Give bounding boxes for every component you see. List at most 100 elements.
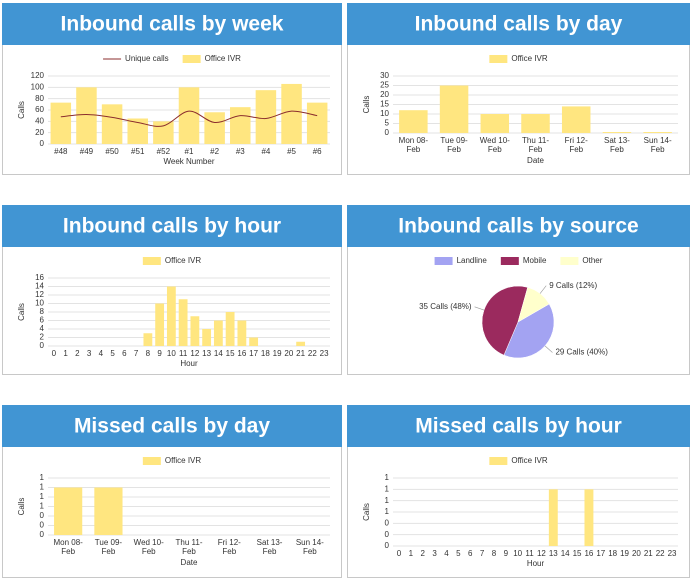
x-tick-line: Feb bbox=[569, 145, 583, 154]
bar bbox=[204, 112, 225, 144]
x-tick-label: 13 bbox=[549, 549, 558, 558]
x-tick-line: Mon 08- bbox=[399, 136, 429, 145]
panel-title: Inbound calls by source bbox=[398, 215, 638, 238]
panel-title: Inbound calls by week bbox=[61, 13, 284, 36]
x-tick-label: 14 bbox=[561, 549, 570, 558]
leader-line bbox=[474, 306, 485, 311]
x-tick-label: 4 bbox=[444, 549, 449, 558]
bar bbox=[439, 85, 469, 133]
legend-label: Unique calls bbox=[125, 54, 169, 63]
slice-label: 9 Calls (12%) bbox=[549, 281, 597, 290]
x-tick-label: 12 bbox=[190, 349, 199, 358]
x-tick-label: #50 bbox=[105, 147, 119, 156]
bar bbox=[602, 132, 632, 133]
x-tick-label: 10 bbox=[167, 349, 176, 358]
x-tick-label: #51 bbox=[131, 147, 145, 156]
panel-title: Missed calls by hour bbox=[415, 415, 622, 438]
x-tick-label: 11 bbox=[179, 349, 188, 358]
legend-label: Mobile bbox=[523, 256, 547, 265]
x-tick-label: #5 bbox=[287, 147, 296, 156]
x-tick-label: 9 bbox=[157, 349, 162, 358]
x-tick-label: 0 bbox=[52, 349, 57, 358]
bar bbox=[127, 118, 148, 144]
legend-swatch bbox=[489, 457, 508, 465]
legend-swatch bbox=[560, 257, 579, 265]
bar bbox=[230, 107, 251, 144]
x-tick-line: Wed 10- bbox=[480, 136, 510, 145]
x-tick-label: 19 bbox=[620, 549, 629, 558]
x-tick-line: Thu 11- bbox=[522, 136, 549, 145]
x-tick-label: 9 bbox=[504, 549, 509, 558]
x-axis-title: Hour bbox=[180, 359, 198, 368]
legend: Office IVR bbox=[142, 256, 201, 265]
x-tick-line: Feb bbox=[406, 145, 420, 154]
x-tick-label: Mon 08-Feb bbox=[53, 538, 83, 556]
panel-header bbox=[2, 3, 342, 45]
slice-label: 29 Calls (40%) bbox=[555, 348, 608, 357]
y-tick-label: 4 bbox=[40, 324, 45, 333]
bar bbox=[178, 87, 200, 144]
x-tick-line: Fri 12- bbox=[218, 538, 241, 547]
x-tick-label: 14 bbox=[214, 349, 223, 358]
y-tick-label: 0 bbox=[385, 518, 390, 527]
x-tick-label: 18 bbox=[261, 349, 270, 358]
y-tick-label: 12 bbox=[35, 290, 44, 299]
y-tick-label: 80 bbox=[35, 94, 44, 103]
bar bbox=[548, 489, 558, 546]
bar bbox=[94, 487, 123, 535]
x-tick-label: Sat 13-Feb bbox=[257, 538, 283, 556]
y-axis-title: Calls bbox=[362, 96, 371, 114]
x-tick-label: 5 bbox=[456, 549, 461, 558]
bar bbox=[143, 333, 153, 346]
y-tick-label: 25 bbox=[380, 81, 389, 90]
legend-swatch bbox=[434, 257, 453, 265]
legend: Office IVR bbox=[489, 456, 548, 465]
x-tick-label: 3 bbox=[432, 549, 437, 558]
x-tick-line: Mon 08- bbox=[53, 538, 83, 547]
bar bbox=[255, 90, 277, 144]
x-tick-label: #48 bbox=[54, 147, 68, 156]
y-axis-title: Calls bbox=[17, 101, 26, 119]
x-tick-label: 13 bbox=[202, 349, 211, 358]
x-tick-label: 20 bbox=[284, 349, 293, 358]
y-tick-label: 0 bbox=[385, 530, 390, 539]
x-axis-title: Week Number bbox=[164, 157, 215, 166]
x-tick-label: Wed 10-Feb bbox=[480, 136, 510, 154]
legend: Office IVR bbox=[142, 456, 201, 465]
y-tick-label: 0 bbox=[40, 341, 45, 350]
x-tick-line: Feb bbox=[142, 547, 156, 556]
x-tick-label: 16 bbox=[584, 549, 593, 558]
x-tick-label: #3 bbox=[236, 147, 245, 156]
x-tick-label: 21 bbox=[296, 349, 305, 358]
x-axis-title: Hour bbox=[527, 559, 545, 568]
bar bbox=[237, 320, 247, 346]
panel-title: Missed calls by day bbox=[74, 415, 270, 438]
x-tick-label: #49 bbox=[80, 147, 94, 156]
y-tick-label: 10 bbox=[380, 109, 389, 118]
line bbox=[60, 110, 318, 127]
bar bbox=[213, 320, 223, 346]
x-tick-line: Sun 14- bbox=[296, 538, 324, 547]
y-tick-label: 120 bbox=[31, 71, 45, 80]
x-tick-label: Sun 14-Feb bbox=[644, 136, 672, 154]
x-tick-label: #2 bbox=[210, 147, 219, 156]
leader-line bbox=[544, 345, 553, 353]
bar bbox=[153, 121, 174, 144]
legend-swatch bbox=[182, 55, 201, 63]
panel-title: Inbound calls by day bbox=[415, 13, 623, 36]
x-tick-label: Fri 12-Feb bbox=[565, 136, 588, 154]
pie-slice bbox=[481, 285, 528, 356]
x-tick-label: 2 bbox=[420, 549, 425, 558]
x-tick-label: 6 bbox=[122, 349, 127, 358]
x-tick-line: Feb bbox=[102, 547, 116, 556]
y-tick-label: 6 bbox=[40, 316, 45, 325]
x-tick-line: Feb bbox=[61, 547, 75, 556]
legend-label: Landline bbox=[457, 256, 488, 265]
y-tick-label: 30 bbox=[380, 71, 389, 80]
x-tick-label: #6 bbox=[313, 147, 322, 156]
y-tick-label: 0 bbox=[385, 541, 390, 550]
bar bbox=[249, 337, 259, 346]
y-tick-label: 60 bbox=[35, 105, 44, 114]
x-tick-label: 17 bbox=[249, 349, 258, 358]
x-tick-label: Sat 13-Feb bbox=[604, 136, 630, 154]
